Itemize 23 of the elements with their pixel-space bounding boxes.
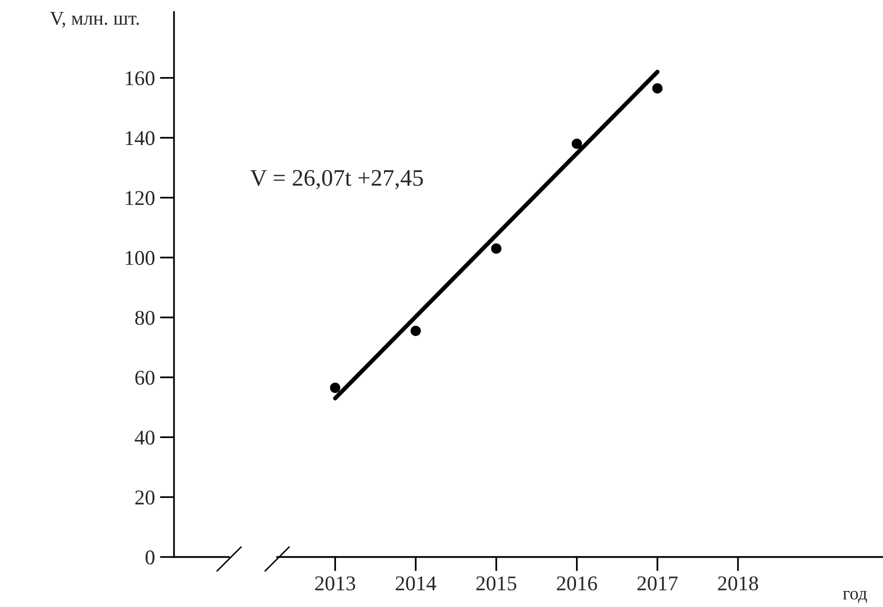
point [572,138,582,149]
x-tick-label: 2014 [396,576,436,590]
y-tick-label: 100 [126,250,154,265]
y-tick-label: 60 [135,370,154,385]
y-tick-label: 80 [135,310,154,325]
y-axis-title: V, млн. шт. [50,12,139,28]
point [491,243,502,254]
y-tick-label: 160 [126,71,154,86]
x-tick-label: 2018 [718,576,758,590]
y-tick-label: 140 [126,131,154,146]
y-tick-label: 0 [146,550,154,564]
annotation: V = 26,07t +27,45 [250,170,423,190]
x-tick-label: 2015 [476,576,516,590]
y-tick-label: 20 [135,490,154,505]
point [410,326,421,336]
point [330,382,340,393]
point [652,83,663,94]
y-tick-label: 40 [134,430,154,445]
x-tick-label: 2013 [315,576,356,590]
x-tick-label: 2017 [637,576,678,590]
y-tick-label: 120 [126,191,154,206]
x-axis-title: год [843,590,867,603]
x-tick-label: 2016 [556,576,598,590]
